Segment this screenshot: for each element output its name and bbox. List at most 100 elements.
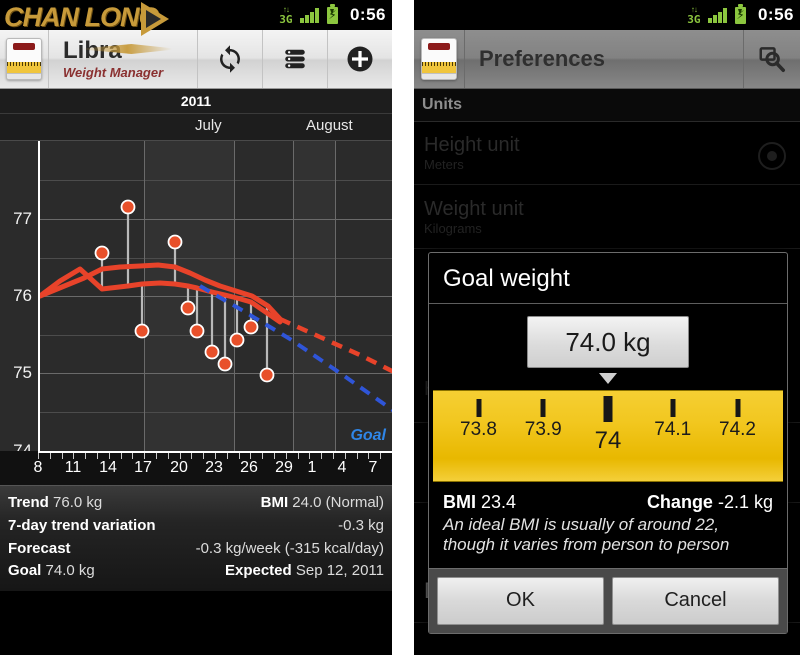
chart-y-axis: 77 76 75 74 (0, 141, 36, 460)
weight-chart[interactable]: 2011 July August 77 76 75 74 (0, 89, 392, 485)
3g-label: 3G (279, 12, 293, 26)
pref-summary: Meters (424, 157, 464, 172)
x-tick-label: 26 (240, 459, 258, 476)
bmi-label: BMI (443, 492, 476, 512)
stat-value: 74.0 kg (45, 562, 95, 580)
pref-summary: Kilograms (424, 221, 482, 236)
pref-title: Height unit (424, 134, 520, 156)
chart-month-bar: July August (0, 114, 392, 141)
ok-button[interactable]: OK (437, 576, 604, 625)
stat-label: 7-day trend variation (8, 516, 156, 534)
stat-label: BMI (260, 494, 289, 511)
goal-weight-value[interactable]: 74.0 kg (527, 316, 689, 368)
action-bar-right: Preferences (414, 30, 800, 89)
3g-arrows: ↑↓ (690, 4, 698, 14)
cancel-button[interactable]: Cancel (612, 576, 779, 625)
x-tick-label: 14 (99, 459, 117, 476)
chart-plot[interactable]: 77 76 75 74 (0, 141, 392, 460)
chart-canvas: Goal (38, 141, 392, 451)
dialog-bmi-note: An ideal BMI is usually of around 22, th… (443, 515, 730, 555)
change-value: -2.1 kg (717, 492, 773, 512)
stats-row-forecast: Forecast -0.3 kg/week (-315 kcal/day) (8, 538, 384, 561)
libra-app-icon[interactable] (0, 30, 49, 88)
stats-row-trend: Trend 76.0 kg BMI 24.0 (Normal) (8, 492, 384, 515)
slider-tick-label: 74.1 (654, 419, 692, 440)
app-subtitle: Weight Manager (63, 65, 164, 80)
search-settings-icon (759, 47, 785, 72)
x-tick-label: 17 (134, 459, 152, 476)
goal-label: Goal (350, 427, 386, 444)
stat-value: 76.0 kg (53, 494, 103, 511)
preferences-list: Height unit Meters Weight unit Kilograms… (414, 122, 800, 655)
chart-month-july: July (195, 117, 222, 134)
x-tick-label: 23 (205, 459, 223, 476)
status-icons-right: ↑↓ 3G ⚡ 0:56 (687, 0, 794, 30)
weight-forecast-line (199, 284, 392, 413)
refresh-button[interactable] (198, 30, 263, 88)
app-title-block: Libra Weight Manager (49, 30, 198, 88)
list-icon (285, 49, 305, 69)
bmi-value: 23.4 (481, 492, 517, 512)
stats-row-variation: 7-day trend variation -0.3 kg (8, 515, 384, 538)
stat-label: Trend (8, 494, 49, 511)
stat-value: -0.3 kg (338, 516, 384, 534)
list-button[interactable] (263, 30, 328, 88)
status-bar-right: ↑↓ 3G ⚡ 0:56 (414, 0, 800, 30)
chart-series-svg (40, 199, 392, 413)
stat-value: Sep 12, 2011 (295, 562, 384, 580)
preferences-title: Preferences (465, 30, 744, 88)
plus-circle-icon (347, 46, 373, 72)
trend-line-main (40, 262, 283, 322)
left-phone-panel: ↑↓ 3G ⚡ 0:56 CHAN LONG Libra We (0, 0, 392, 655)
dialog-body: 74.0 kg 73.8 73.9 74 74.1 74.2 (429, 316, 787, 568)
search-settings-button[interactable] (744, 30, 800, 88)
pref-row-height-unit[interactable]: Height unit Meters (414, 128, 800, 179)
signal-bars-icon (300, 7, 319, 23)
x-axis-ticks (38, 451, 392, 460)
slider-tick-label: 73.8 (460, 419, 497, 440)
stat-label: Forecast (8, 539, 71, 557)
y-tick-label: 76 (13, 286, 32, 305)
action-bar-left: Libra Weight Manager (0, 30, 392, 89)
x-tick-label: 29 (275, 459, 293, 476)
stat-label: Expected (224, 562, 292, 580)
add-button[interactable] (328, 30, 392, 88)
3g-icon: ↑↓ 3G (279, 5, 293, 26)
scale-icon (421, 38, 457, 80)
y-tick-label: 75 (13, 363, 32, 382)
status-bar-left: ↑↓ 3G ⚡ 0:56 (0, 0, 392, 30)
refresh-icon (220, 45, 240, 73)
3g-icon: ↑↓ 3G (687, 4, 701, 26)
trend-forecast-line (279, 316, 392, 374)
slider-tick-label: 74.2 (719, 419, 756, 440)
x-tick-label: 8 (33, 459, 43, 476)
status-icons-left: ↑↓ 3G ⚡ 0:56 (279, 0, 386, 30)
x-tick-label: 20 (170, 459, 188, 476)
panel-separator (392, 0, 414, 655)
y-tick-label: 77 (13, 209, 32, 228)
dialog-title: Goal weight (429, 253, 787, 304)
stat-value: 24.0 (Normal) (292, 494, 384, 511)
dialog-bmi-row: BMI 23.4 Change -2.1 kg (429, 482, 787, 513)
stats-row-goal: Goal 74.0 kg Expected Sep 12, 2011 (8, 560, 384, 583)
section-header-units: Units (414, 89, 800, 122)
clock-label-left: 0:56 (349, 5, 386, 24)
x-tick-label: 7 (368, 459, 378, 476)
chart-x-axis: 8 11 14 17 20 23 26 29 1 4 7 (0, 451, 392, 485)
battery-charging-icon: ⚡ (734, 4, 746, 24)
chevron-down-icon (599, 373, 617, 384)
clock-label-right: 0:56 (757, 5, 794, 24)
dialog-buttons: OK Cancel (429, 567, 787, 633)
stat-value: -0.3 kg/week (-315 kcal/day) (195, 539, 384, 557)
goal-weight-slider[interactable]: 73.8 73.9 74 74.1 74.2 (433, 390, 783, 482)
pref-row-weight-unit[interactable]: Weight unit Kilograms (414, 192, 800, 298)
x-tick-label: 1 (307, 459, 317, 476)
stat-label: Goal (8, 562, 42, 580)
libra-app-icon[interactable] (414, 30, 465, 88)
chart-month-august: August (306, 117, 353, 134)
trend-line (40, 266, 283, 325)
radio-height-unit[interactable] (758, 142, 786, 170)
stats-panel: Trend 76.0 kg BMI 24.0 (Normal) 7-day tr… (0, 485, 392, 592)
3g-label: 3G (687, 12, 701, 26)
